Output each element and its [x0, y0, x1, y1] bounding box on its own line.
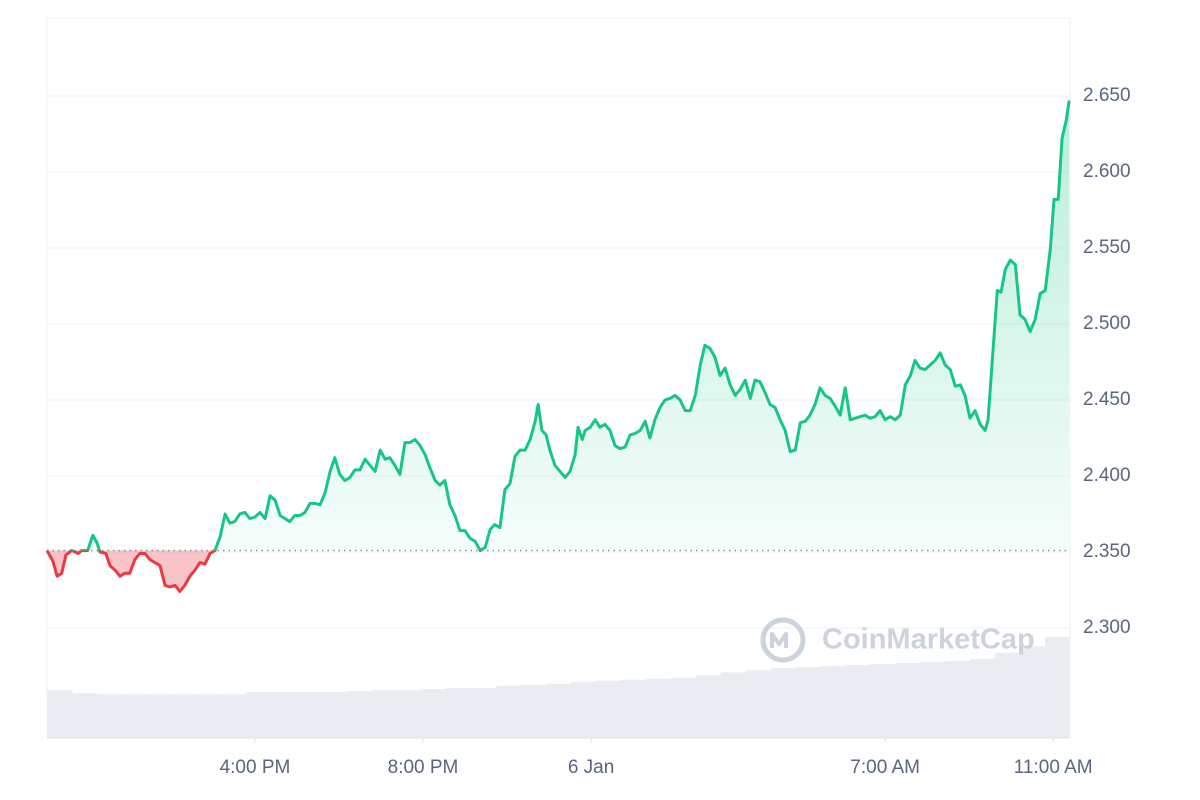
volume-bar	[371, 690, 397, 738]
price-line	[45, 100, 1071, 593]
y-tick-label: 2.650	[1083, 85, 1131, 106]
volume-bar	[446, 688, 472, 738]
volume-bar	[970, 658, 996, 738]
volume-bar	[71, 693, 98, 738]
volume-bar	[695, 675, 722, 738]
volume-bar	[1045, 637, 1071, 738]
volume-bar	[920, 661, 946, 738]
watermark-text: CoinMarketCap	[822, 624, 1035, 656]
volume-bar	[845, 665, 871, 738]
plot-layer	[45, 100, 1071, 593]
volume-bar	[121, 694, 148, 738]
volume-bar	[47, 690, 73, 738]
volume-bar	[570, 681, 597, 738]
watermark-logo	[760, 617, 806, 663]
volume-bar	[895, 663, 921, 738]
volume-bar	[346, 691, 372, 738]
y-tick-label: 2.450	[1083, 389, 1131, 410]
area-fill	[47, 100, 1070, 592]
grid-layer	[47, 95, 1070, 629]
volume-bar	[146, 694, 173, 738]
volume-bar	[171, 694, 198, 738]
volume-bar	[496, 685, 522, 738]
volume-bar	[271, 692, 298, 738]
y-tick-label: 2.600	[1083, 161, 1131, 182]
volume-bar	[521, 684, 547, 738]
volume-bar	[745, 670, 772, 738]
volume-bar	[1020, 646, 1046, 738]
volume-bar	[770, 668, 797, 738]
x-tick-label: 6 Jan	[568, 757, 614, 778]
y-tick-label: 2.350	[1083, 541, 1131, 562]
volume-bar	[196, 694, 223, 738]
volume-bar	[296, 692, 322, 738]
volume-bar	[221, 694, 248, 738]
x-tick-label: 8:00 PM	[388, 757, 459, 778]
volume-bar	[720, 672, 747, 738]
volume-bar	[421, 689, 447, 738]
volume-bar	[546, 683, 572, 738]
x-tick-label: 4:00 PM	[220, 757, 291, 778]
y-tick-label: 2.300	[1083, 617, 1131, 638]
volume-bar	[396, 690, 422, 738]
volume-bar	[995, 652, 1021, 738]
x-tick-label: 11:00 AM	[1014, 757, 1093, 778]
volume-bar	[670, 677, 697, 738]
y-tick-label: 2.400	[1083, 465, 1131, 486]
volume-layer	[47, 637, 1071, 738]
y-tick-label: 2.500	[1083, 313, 1131, 334]
volume-bar	[645, 678, 672, 738]
volume-bar	[620, 679, 647, 738]
volume-bar	[595, 680, 622, 738]
volume-bar	[870, 664, 896, 738]
volume-bar	[820, 666, 846, 738]
volume-bar	[321, 692, 347, 738]
y-tick-label: 2.550	[1083, 237, 1131, 258]
volume-bar	[246, 692, 273, 738]
watermark-logo-mark	[770, 632, 788, 648]
volume-bar	[945, 660, 971, 738]
watermark: CoinMarketCap	[760, 617, 1035, 663]
volume-bar	[795, 667, 821, 738]
x-tick-label: 7:00 AM	[850, 757, 920, 778]
volume-bar	[471, 688, 497, 738]
volume-bar	[96, 694, 123, 738]
